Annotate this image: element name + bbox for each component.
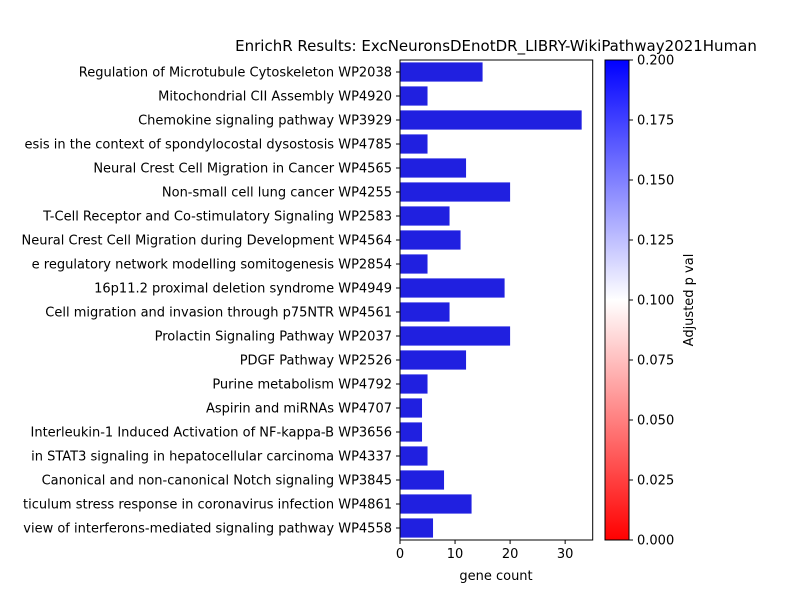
x-tick-label: 10 (447, 547, 464, 562)
colorbar-tick-label: 0.000 (637, 534, 674, 549)
category-label: Purine metabolism WP4792 (212, 378, 392, 393)
category-label: Aspirin and miRNAs WP4707 (206, 402, 392, 417)
category-label: PDGF Pathway WP2526 (240, 354, 392, 369)
x-tick-label: 0 (396, 547, 404, 562)
category-label: view of interferons-mediated signaling p… (23, 522, 392, 537)
bar (400, 374, 428, 394)
colorbar-label: Adjusted p val (682, 254, 697, 347)
bar (400, 182, 511, 202)
category-label: Regulation of Microtubule Cytoskeleton W… (79, 66, 392, 81)
bar (400, 206, 450, 226)
bar (400, 86, 428, 106)
bar (400, 158, 467, 178)
x-axis-label: gene count (459, 569, 532, 584)
colorbar-gradient (604, 59, 630, 541)
bar (400, 470, 445, 490)
bar (400, 254, 428, 274)
category-label: e regulatory network modelling somitogen… (32, 258, 392, 273)
colorbar-tick-label: 0.075 (637, 354, 674, 369)
x-axis: 0 10 20 30 (396, 540, 574, 562)
x-tick-label: 30 (557, 547, 574, 562)
colorbar-tick-label: 0.025 (637, 474, 674, 489)
category-label: Interleukin-1 Induced Activation of NF-k… (31, 426, 393, 441)
bar (400, 518, 434, 538)
category-labels: Regulation of Microtubule Cytoskeleton W… (21, 66, 400, 537)
bar (400, 134, 428, 154)
colorbar: 0.000 0.025 0.050 0.075 0.100 0.125 0.150 0.175… (604, 54, 697, 549)
chart-title: EnrichR Results: ExcNeuronsDEnotDR_LIBRY… (235, 37, 757, 56)
category-label: Mitochondrial CII Assembly WP4920 (158, 90, 392, 105)
colorbar-ticks: 0.000 0.025 0.050 0.075 0.100 0.125 0.150 0.175… (629, 54, 674, 549)
colorbar-tick-label: 0.100 (637, 294, 674, 309)
category-label: in STAT3 signaling in hepatocellular car… (31, 450, 392, 465)
plot-frame (399, 59, 594, 541)
bar (400, 62, 483, 82)
colorbar-tick-label: 0.150 (637, 174, 674, 189)
bar (400, 350, 467, 370)
category-label: Non-small cell lung cancer WP4255 (162, 186, 392, 201)
bar (400, 302, 450, 322)
category-label: 16p11.2 proximal deletion syndrome WP494… (94, 282, 392, 297)
bar (400, 422, 423, 442)
bar (400, 494, 472, 514)
category-label: Neural Crest Cell Migration during Devel… (21, 234, 392, 249)
colorbar-tick-label: 0.125 (637, 234, 674, 249)
bar (400, 110, 582, 130)
category-label: Chemokine signaling pathway WP3929 (138, 114, 392, 129)
category-label: Cell migration and invasion through p75N… (45, 306, 392, 321)
category-label: ticulum stress response in coronavirus i… (23, 498, 392, 513)
bar (400, 326, 511, 346)
category-label: Canonical and non-canonical Notch signal… (42, 474, 392, 489)
bars-group (400, 62, 582, 538)
colorbar-tick-label: 0.050 (637, 414, 674, 429)
category-label: Neural Crest Cell Migration in Cancer WP… (93, 162, 392, 177)
colorbar-tick-label: 0.200 (637, 54, 674, 69)
colorbar-tick-label: 0.175 (637, 114, 674, 129)
bar (400, 446, 428, 466)
category-label: T-Cell Receptor and Co-stimulatory Signa… (42, 210, 392, 225)
bar (400, 398, 423, 418)
category-label: Prolactin Signaling Pathway WP2037 (155, 330, 392, 345)
bar (400, 278, 505, 298)
bar (400, 230, 461, 250)
x-tick-label: 20 (502, 547, 519, 562)
category-label: esis in the context of spondylocostal dy… (24, 138, 392, 153)
